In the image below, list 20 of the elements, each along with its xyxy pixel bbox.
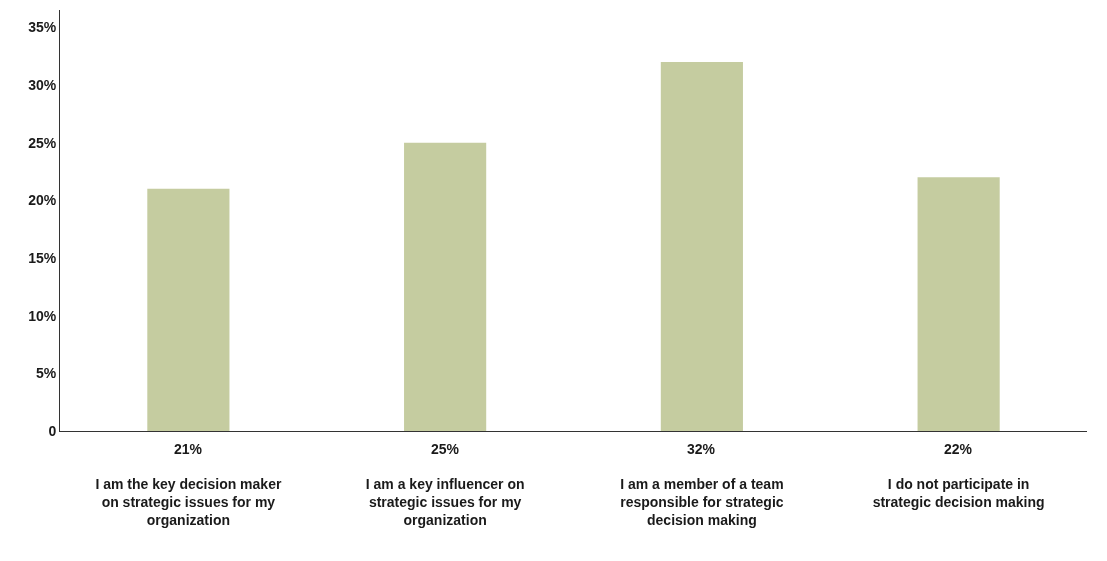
data-label: 25% bbox=[431, 441, 460, 457]
y-tick-label: 25% bbox=[28, 134, 57, 151]
data-label: 32% bbox=[687, 441, 716, 457]
x-tick-label: I do not participate in strategic decision making bbox=[872, 475, 1045, 510]
data-label: 22% bbox=[944, 441, 973, 457]
y-tick-label: 35% bbox=[28, 19, 57, 36]
bar bbox=[404, 142, 487, 431]
bar bbox=[917, 177, 1000, 431]
y-tick-label: 30% bbox=[28, 76, 57, 93]
y-tick-label: 15% bbox=[28, 249, 57, 266]
bar bbox=[660, 61, 743, 431]
x-tick-label: I am a member of a team responsible for strategic decision making bbox=[620, 475, 784, 529]
y-tick-label: 20% bbox=[28, 192, 57, 209]
y-tick-label: 5% bbox=[35, 365, 57, 382]
data-label: 21% bbox=[174, 441, 203, 457]
y-tick-label: 10% bbox=[28, 307, 57, 324]
x-tick-label: I am the key decision maker on strategic issues for my organization bbox=[95, 475, 282, 529]
x-tick-label: I am a key influencer on strategic issues for my organization bbox=[365, 475, 525, 529]
bar bbox=[147, 188, 230, 431]
y-tick-label: 0 bbox=[48, 422, 57, 439]
